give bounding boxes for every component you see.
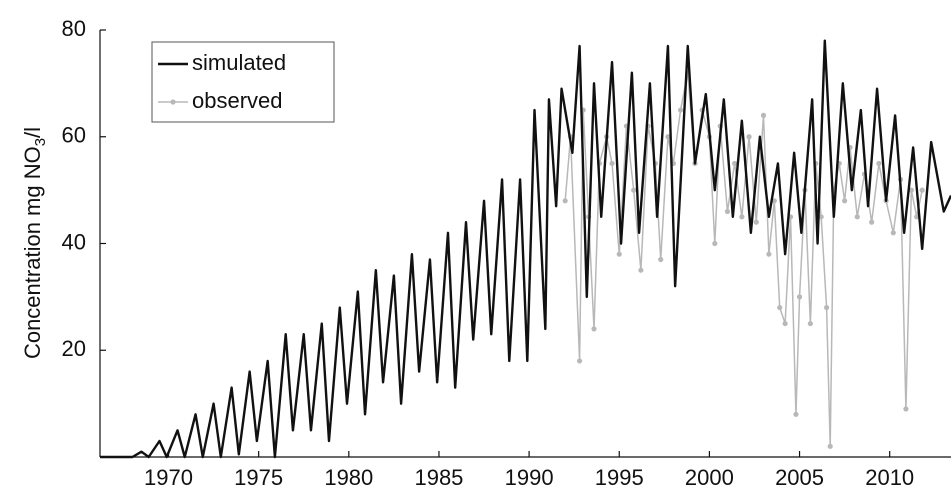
x-tick-label: 1980 [324, 465, 373, 490]
data-point [591, 326, 597, 332]
data-point [807, 320, 813, 327]
data-point [796, 294, 803, 300]
data-point [777, 304, 783, 311]
data-point [712, 240, 718, 247]
data-point [562, 198, 568, 204]
data-point [677, 107, 684, 113]
x-tick-label: 1990 [505, 465, 554, 490]
y-tick-label: 20 [62, 336, 86, 361]
data-point [609, 160, 615, 167]
data-point [827, 443, 833, 449]
data-point [890, 230, 896, 236]
data-point [876, 160, 882, 167]
data-point [576, 358, 583, 364]
x-tick-label: 2010 [865, 465, 914, 490]
legend: simulated observed [151, 41, 335, 123]
data-point [638, 267, 644, 273]
x-tick-label: 2000 [685, 465, 734, 490]
data-point [658, 256, 664, 263]
data-point [631, 187, 637, 193]
x-tick-label: 1975 [234, 465, 283, 490]
legend-label: observed [192, 88, 283, 113]
data-point [903, 406, 909, 412]
data-point [919, 187, 925, 193]
data-point [753, 219, 759, 225]
data-point [869, 219, 875, 225]
data-point [766, 251, 772, 257]
x-tick-label: 1985 [414, 465, 463, 490]
data-point [823, 304, 830, 311]
data-point [739, 214, 745, 220]
data-point [746, 134, 752, 140]
x-tick-label: 1970 [144, 465, 193, 490]
data-point [616, 251, 622, 257]
y-label-part: Concentration mg NO [20, 146, 45, 359]
legend-label: simulated [192, 50, 286, 75]
data-point [793, 411, 799, 417]
data-point [854, 214, 860, 220]
data-point [908, 187, 914, 193]
x-tick-label: 1995 [595, 465, 644, 490]
y-tick-label: 80 [62, 16, 86, 41]
data-point [782, 320, 788, 327]
y-label-part: /l [20, 127, 45, 138]
y-label-subscript: 3 [32, 138, 49, 146]
legend-box [151, 41, 335, 123]
x-tick-label: 2005 [775, 465, 824, 490]
data-point [842, 198, 848, 204]
y-tick-label: 40 [62, 229, 86, 254]
data-point [760, 112, 767, 118]
data-point [732, 160, 738, 167]
data-point [665, 134, 671, 140]
legend-marker [170, 99, 176, 105]
data-point [724, 208, 731, 215]
series-line [100, 39, 951, 459]
data-point [818, 214, 824, 220]
y-tick-label: 60 [62, 123, 86, 148]
y-axis-label: Concentration mg NO3/l [20, 127, 49, 359]
